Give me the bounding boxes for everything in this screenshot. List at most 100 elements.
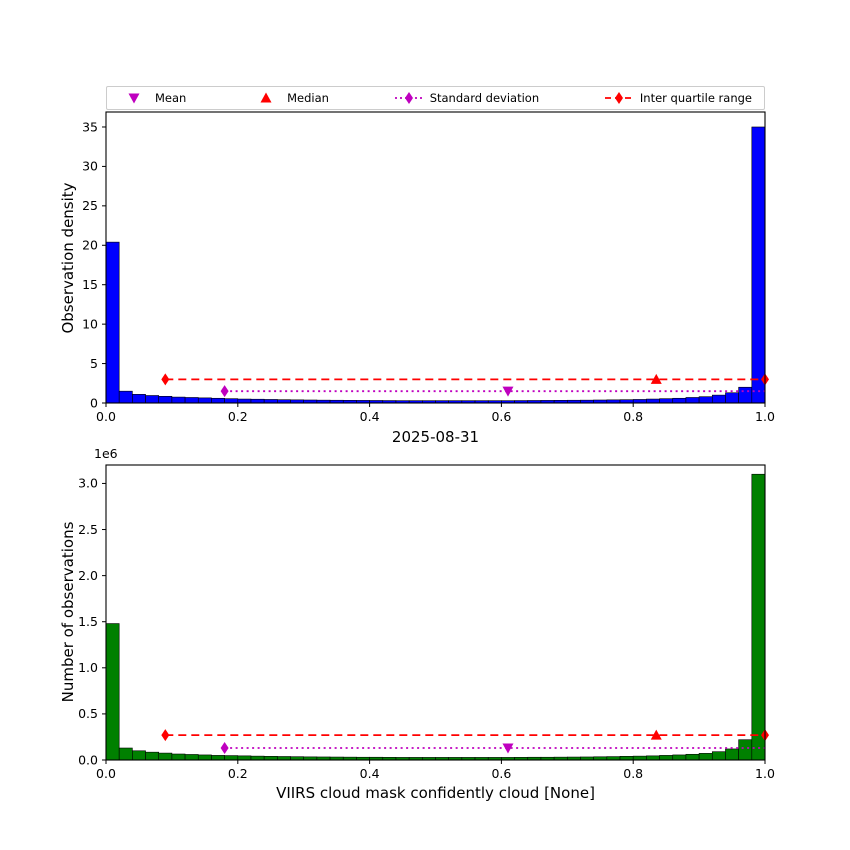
y-tick-label: 20: [82, 238, 98, 253]
legend-item-standard-deviation: Standard deviation: [394, 91, 539, 105]
histogram-bar: [158, 752, 173, 761]
median-marker: [650, 373, 662, 384]
inter-quartile-range-marker-icon: [604, 92, 633, 104]
x-tick-label: 0.4: [360, 766, 380, 781]
mean-marker: [502, 743, 514, 754]
x-tick-label: 0.2: [228, 409, 248, 424]
histogram-bar: [659, 755, 674, 761]
quartile-marker-low: [161, 729, 170, 742]
y-tick-label: 30: [82, 159, 98, 174]
y-tick-label: 0.0: [78, 752, 98, 767]
x-tick-label: 0.6: [491, 766, 511, 781]
histogram-bar: [105, 623, 120, 761]
histogram-bars: [105, 126, 766, 404]
histogram-bar: [619, 756, 634, 761]
y-tick-label: 10: [82, 316, 98, 331]
y-tick-label: 5: [90, 356, 98, 371]
histogram-bar: [145, 751, 160, 761]
histogram-bar: [672, 397, 687, 404]
y-tick-label: 35: [82, 119, 98, 134]
histogram-bar: [646, 755, 660, 761]
histogram-bar: [224, 398, 239, 404]
std-marker: [220, 742, 229, 755]
histogram-bar: [145, 395, 160, 404]
x-tick-label: 0.0: [96, 409, 116, 424]
histogram-bar: [632, 755, 647, 761]
x-tick-label: 0.8: [623, 766, 643, 781]
y-tick-label: 15: [82, 277, 98, 292]
stat-markers: [161, 729, 769, 755]
ylabel-observation-density: Observation density: [59, 182, 77, 334]
stat-markers: [161, 373, 769, 398]
chart-group: 0.0 0.2 0.4 0.6 0.8 1.0 0.0 0.5 1.0 1.5 2.0 2.5 3.0: [78, 464, 775, 781]
histogram-bar: [659, 398, 674, 404]
histogram-bar: [711, 751, 726, 761]
y-tick-label: 25: [82, 198, 98, 213]
histogram-bar: [738, 386, 753, 404]
histogram-bar: [224, 755, 239, 761]
histogram-bar: [132, 750, 146, 761]
xlabel: VIIRS cloud mask confidently cloud [None…: [276, 784, 595, 802]
legend-label: Mean: [155, 91, 187, 105]
y-tick-label: 0.5: [78, 706, 98, 721]
x-tick-label: 1.0: [755, 766, 775, 781]
legend-item-inter-quartile-range: Inter quartile range: [604, 91, 752, 105]
axes-frame: [105, 111, 766, 404]
histogram-bar: [118, 747, 133, 761]
histogram-bar: [184, 397, 199, 404]
histogram-bar: [171, 753, 186, 761]
histogram-bar: [237, 398, 252, 404]
x-tick-label: 0.4: [360, 409, 380, 424]
histogram-bar: [118, 390, 133, 404]
y-tick-label: 2.0: [78, 568, 98, 583]
histogram-bar: [184, 754, 199, 761]
ticks: 0.0 0.2 0.4 0.6 0.8 1.0 0 5 10 15 20 25 30 35: [82, 119, 775, 424]
histogram-bar: [211, 755, 225, 761]
x-tick-label: 1.0: [755, 409, 775, 424]
legend-label: Inter quartile range: [639, 91, 752, 105]
legend-item-mean: Mean: [119, 91, 186, 105]
histogram-bar: [237, 755, 252, 761]
histogram-bars: [105, 473, 766, 761]
histogram-bar: [725, 748, 739, 761]
histogram-bar: [751, 126, 766, 404]
histogram-bar: [725, 392, 739, 404]
mean-marker-icon: [128, 93, 140, 104]
histogram-bar: [672, 754, 687, 761]
mean-marker: [502, 386, 514, 397]
quartile-marker-low: [161, 373, 170, 386]
standard-deviation-marker-icon: [394, 92, 423, 104]
histogram-bar: [698, 396, 713, 404]
ylabel-number-of-observations: Number of observations: [59, 521, 77, 703]
x-tick-label: 0.6: [491, 409, 511, 424]
histogram-bar: [685, 397, 700, 404]
histogram-bar: [197, 397, 212, 404]
histogram-bar: [751, 473, 766, 761]
histogram-bar: [698, 753, 713, 761]
std-marker: [220, 385, 229, 398]
histogram-bar: [250, 398, 265, 404]
median-marker: [650, 729, 662, 740]
histogram-bar: [171, 396, 186, 404]
histogram-bar: [105, 241, 120, 404]
histogram-bar: [158, 395, 173, 404]
histogram-bar: [132, 394, 146, 404]
x-tick-label: 0.0: [96, 766, 116, 781]
histogram-bar: [250, 755, 265, 761]
y-tick-label: 1.5: [78, 614, 98, 629]
histogram-bar: [738, 739, 753, 761]
legend-item-median: Median: [251, 91, 329, 105]
axes-frame: [105, 464, 766, 761]
histogram-bar: [685, 753, 700, 761]
y-tick-label: 1.0: [78, 660, 98, 675]
histogram-bar: [211, 397, 225, 404]
x-tick-label: 0.2: [228, 766, 248, 781]
plot-title: 2025-08-31: [391, 428, 480, 446]
legend: Mean Median Standard deviation Inter quarti…: [106, 86, 765, 110]
legend-label: Standard deviation: [429, 91, 540, 105]
histogram-bar: [711, 394, 726, 404]
y-axis-offset-label: 1e6: [94, 446, 118, 461]
x-tick-label: 0.8: [623, 409, 643, 424]
